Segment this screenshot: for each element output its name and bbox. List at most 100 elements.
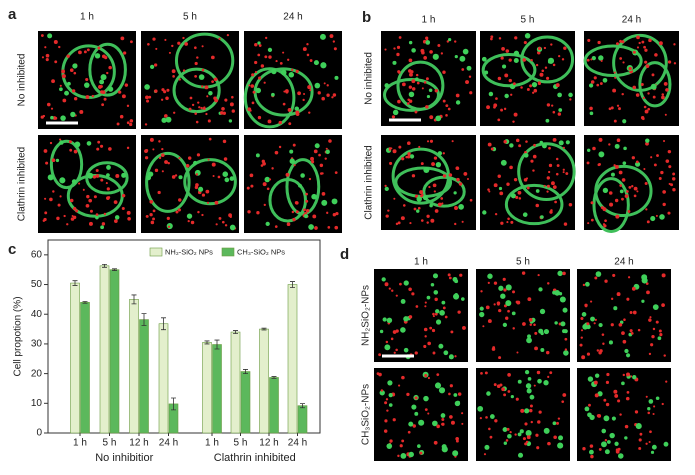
red-spot <box>524 422 528 426</box>
red-spot <box>652 95 656 99</box>
red-spot <box>555 157 559 161</box>
red-spot <box>645 141 649 146</box>
red-spot <box>437 202 442 207</box>
red-spot <box>391 115 396 119</box>
green-spot <box>47 174 54 181</box>
red-spot <box>552 63 556 67</box>
green-spot <box>186 213 193 219</box>
red-spot <box>69 68 74 73</box>
green-spot <box>557 442 564 449</box>
green-spot <box>613 306 618 311</box>
red-spot <box>649 316 652 319</box>
red-spot <box>644 60 648 64</box>
red-spot <box>534 331 538 335</box>
red-spot <box>660 170 664 175</box>
red-spot <box>644 109 649 114</box>
green-spot <box>64 90 69 96</box>
red-spot <box>400 216 405 221</box>
red-spot <box>493 281 498 285</box>
red-spot <box>152 148 155 151</box>
red-spot <box>393 47 396 50</box>
red-spot <box>454 222 457 226</box>
bar <box>212 344 222 434</box>
red-spot <box>506 182 510 186</box>
red-spot <box>594 318 597 321</box>
red-spot <box>512 290 516 294</box>
x-tick-label: 1 h <box>205 438 219 449</box>
red-spot <box>426 221 429 224</box>
red-spot <box>450 330 454 334</box>
red-spot <box>171 69 176 74</box>
red-spot <box>663 354 666 357</box>
image-background <box>584 31 679 126</box>
red-spot <box>188 107 192 111</box>
red-spot <box>558 54 561 58</box>
x-tick-label: 1 h <box>73 438 87 449</box>
red-spot <box>504 73 509 78</box>
red-spot <box>644 48 648 52</box>
green-spot <box>314 82 321 89</box>
red-spot <box>309 89 312 92</box>
red-spot <box>246 186 250 190</box>
red-spot <box>590 201 594 205</box>
red-spot <box>302 47 307 52</box>
red-spot <box>385 398 389 401</box>
green-spot <box>59 140 64 145</box>
green-spot <box>503 441 507 445</box>
red-spot <box>248 84 251 87</box>
red-spot <box>275 60 278 63</box>
red-spot <box>287 107 292 112</box>
red-spot <box>274 225 278 228</box>
red-spot <box>628 185 632 189</box>
red-spot <box>149 199 154 204</box>
row-label: No inhibited <box>17 54 28 107</box>
green-spot <box>588 83 594 88</box>
red-spot <box>261 159 265 163</box>
red-spot <box>390 337 394 341</box>
red-spot <box>431 162 435 166</box>
red-spot <box>268 178 272 181</box>
red-spot <box>424 373 428 378</box>
red-spot <box>596 349 600 352</box>
green-spot <box>288 72 295 78</box>
red-spot <box>512 120 515 123</box>
red-spot <box>398 145 402 149</box>
red-spot <box>384 419 388 423</box>
red-spot <box>503 288 507 292</box>
red-spot <box>480 371 483 375</box>
green-spot <box>408 40 413 45</box>
red-spot <box>546 184 550 188</box>
red-spot <box>590 218 594 222</box>
red-spot <box>294 201 298 205</box>
legend-swatch <box>149 247 163 257</box>
red-spot <box>228 213 232 218</box>
bar <box>269 377 279 434</box>
red-spot <box>500 108 503 112</box>
red-spot <box>647 92 650 95</box>
red-spot <box>645 282 649 285</box>
red-spot <box>506 221 509 224</box>
red-spot <box>285 172 290 177</box>
red-spot <box>455 166 460 170</box>
red-spot <box>636 35 640 40</box>
red-spot <box>528 318 533 322</box>
red-spot <box>292 217 296 222</box>
red-spot <box>546 103 551 107</box>
green-spot <box>382 317 387 322</box>
red-spot <box>534 346 538 351</box>
error-bar <box>82 301 88 304</box>
green-spot <box>547 57 555 64</box>
red-spot <box>43 217 47 222</box>
red-spot <box>629 329 633 333</box>
green-spot <box>106 165 111 170</box>
green-spot <box>504 93 509 99</box>
red-spot <box>271 167 274 170</box>
green-spot <box>525 383 532 389</box>
micrograph <box>577 368 671 461</box>
red-spot <box>487 281 490 285</box>
red-spot <box>485 305 490 310</box>
red-spot <box>397 221 401 225</box>
red-spot <box>593 380 598 385</box>
green-spot <box>435 161 442 168</box>
red-spot <box>532 169 535 172</box>
